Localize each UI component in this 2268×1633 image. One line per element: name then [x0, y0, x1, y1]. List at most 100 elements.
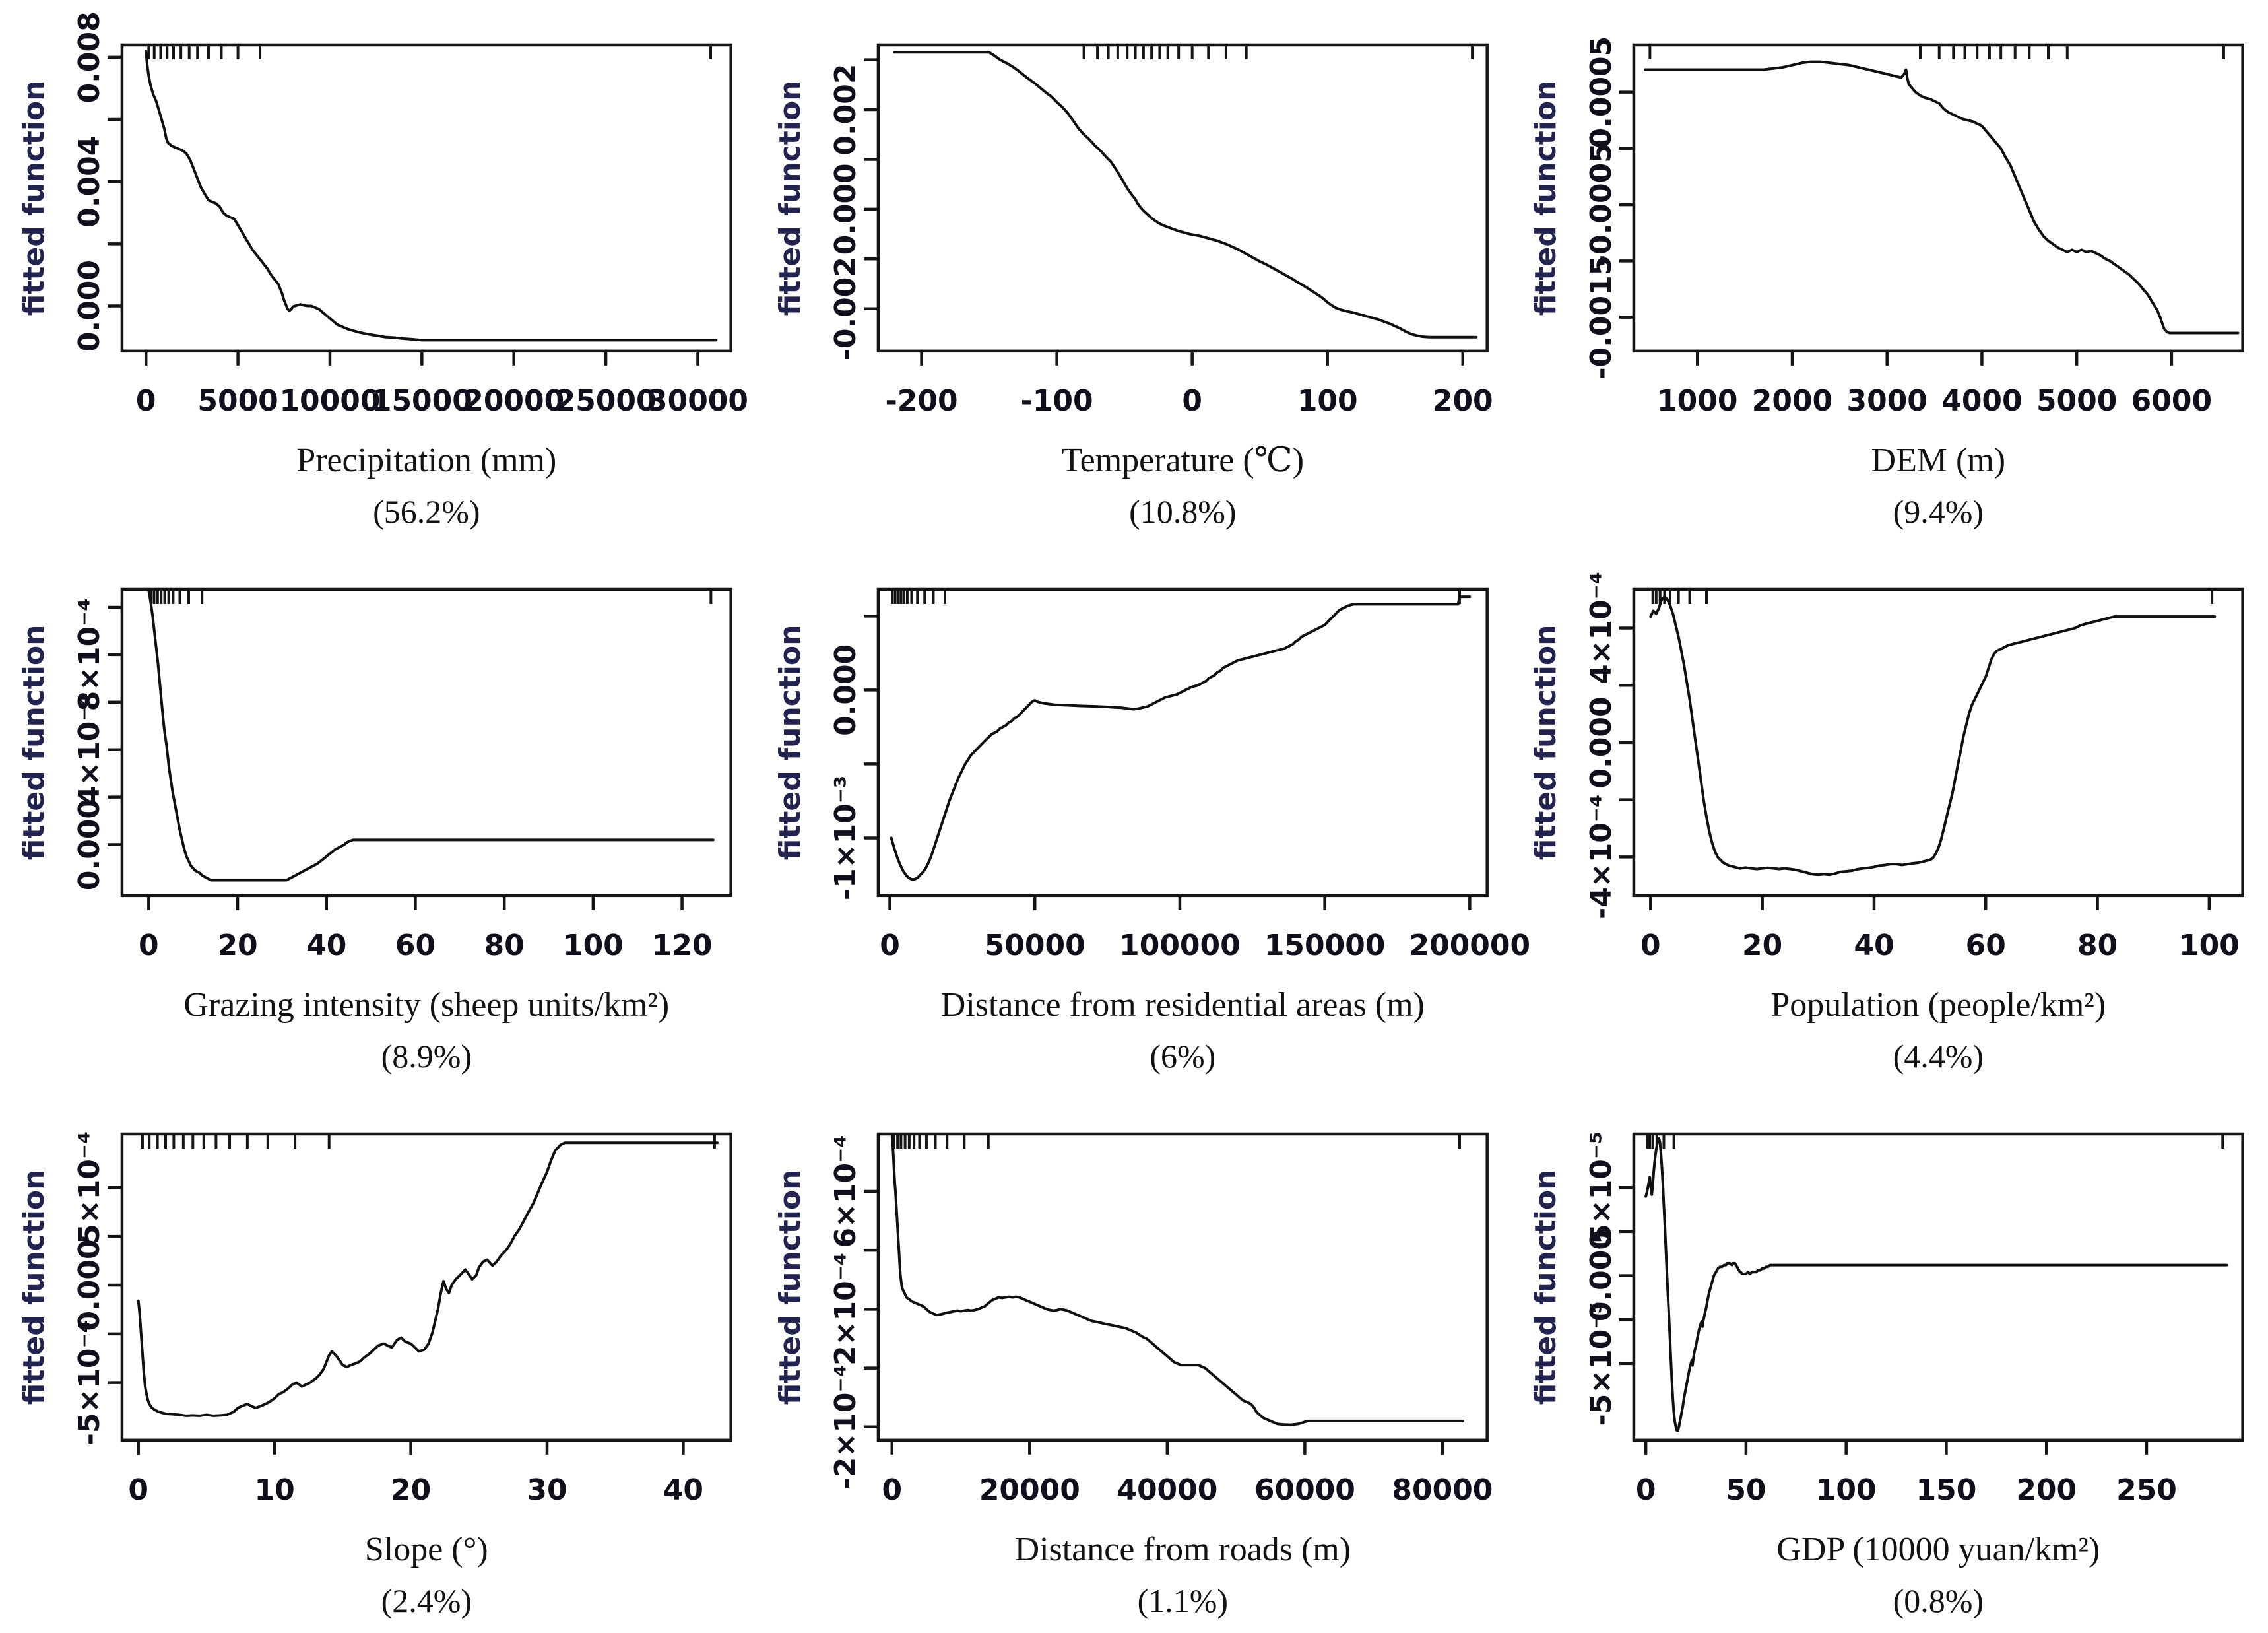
plot-box: [876, 587, 1489, 897]
contribution-label: (4.4%): [1893, 1038, 1984, 1075]
x-tick-label: 0: [1636, 1473, 1656, 1506]
x-tick-label: 0: [136, 384, 156, 418]
x-tick-label: 200000: [1409, 929, 1530, 962]
x-tick-label: 250: [2116, 1473, 2177, 1506]
x-tick-label: 5000: [2036, 384, 2117, 418]
chart-dem-svg: 1000 2000 3000 4000 5000 6000 0.0005-0.0005-0.…: [1529, 36, 2245, 530]
x-tick-label: 40: [1854, 929, 1895, 962]
x-tick-label: 120: [652, 929, 713, 962]
y-tick-label: 0.000: [73, 260, 106, 352]
x-tick-label: 0: [1182, 384, 1202, 418]
x-axis-label: DEM (m): [1871, 442, 2006, 479]
contribution-label: (10.8%): [1129, 493, 1236, 530]
x-tick-label: 50: [1726, 1473, 1766, 1506]
x-tick-label: 20: [217, 929, 257, 962]
chart-grazing-intensity: 0 20 40 60 80 100 120 0.000 4×10⁻⁴ 8×10⁻⁴ fitted f…: [0, 545, 756, 1089]
chart-distance-residential-svg: 0 50000 100000 150000 200000 0.000 -1×10⁻³ fitt…: [773, 587, 1530, 1075]
fitted-curve: [147, 589, 715, 882]
chart-slope: 0 10 20 30 40 5×10⁻⁴ 0.000 -5×10⁻⁴ fitted functi…: [0, 1089, 756, 1633]
plot-box: [1633, 43, 2245, 353]
x-tick-label: 100000: [1119, 929, 1241, 962]
contribution-label: (1.1%): [1137, 1582, 1227, 1618]
x-tick-label: 15000: [372, 384, 472, 418]
fitted-curve: [1649, 595, 2217, 876]
x-tick-label: 20000: [463, 384, 564, 418]
y-tick-label: 0.000: [1584, 696, 1618, 788]
chart-temperature: -200 -100 0 100 200 -0.002 0.000 0.002 fitted fu…: [756, 0, 1512, 545]
y-axis-label: fitted function: [17, 81, 51, 316]
fitted-curve: [145, 50, 718, 342]
x-tick-label: 30: [527, 1473, 567, 1506]
x-tick-label: 40000: [1117, 1473, 1217, 1506]
x-tick-label: 1000: [1657, 384, 1737, 418]
x-tick-label: 0: [139, 929, 159, 962]
x-tick-label: 200: [1433, 384, 1493, 418]
y-tick-label: 0.004: [73, 136, 106, 228]
x-tick-label: 0: [880, 929, 900, 962]
y-axis-label: fitted function: [773, 81, 807, 316]
x-tick-label: 50000: [984, 929, 1085, 962]
plot-box: [876, 43, 1489, 353]
y-tick-label: -0.0015: [1584, 255, 1618, 380]
x-axis-label: Distance from roads (m): [1014, 1530, 1350, 1568]
x-tick-label: -100: [1020, 384, 1093, 418]
y-axis-label: fitted function: [773, 1169, 807, 1405]
contribution-label: (9.4%): [1893, 493, 1984, 530]
contribution-label: (8.9%): [381, 1038, 472, 1075]
chart-distance-roads-svg: 0 20000 40000 60000 80000 6×10⁻⁴ 2×10⁻⁴-2×10⁻⁴…: [773, 1132, 1493, 1618]
y-tick-label: 8×10⁻⁴: [73, 598, 106, 711]
x-tick-label: 80: [484, 929, 525, 962]
chart-gdp: 0 50 100 150 200 250 5×10⁻⁵ 0.000 -5×10⁻⁵ fitted …: [1512, 1089, 2268, 1633]
fitted-curve: [890, 1133, 1464, 1426]
x-tick-label: 40: [306, 929, 346, 962]
x-tick-label: 4000: [1942, 384, 2023, 418]
plot-box: [120, 1132, 732, 1442]
y-tick-label: -0.002: [829, 257, 862, 360]
contribution-label: (56.2%): [373, 493, 480, 530]
y-axis-label: fitted function: [773, 624, 807, 860]
y-tick-label: -4×10⁻⁴: [1584, 794, 1618, 919]
fitted-curve: [1644, 60, 2240, 335]
x-tick-label: 20: [391, 1473, 431, 1506]
y-tick-label: -2×10⁻⁴: [829, 1364, 862, 1489]
x-axis-label: Distance from residential areas (m): [940, 986, 1424, 1024]
y-tick-label: 5×10⁻⁵: [1584, 1131, 1618, 1244]
contribution-label: (0.8%): [1893, 1582, 1984, 1618]
y-tick-label: -1×10⁻³: [829, 776, 862, 900]
x-tick-label: 40: [663, 1473, 703, 1506]
chart-distance-residential: 0 50000 100000 150000 200000 0.000 -1×10⁻³ fitt…: [756, 545, 1530, 1089]
y-tick-label: 0.008: [73, 11, 106, 103]
y-tick-label: 0.0005: [1584, 36, 1618, 149]
x-tick-label: 3000: [1847, 384, 1928, 418]
x-tick-label: 25000: [556, 384, 657, 418]
fitted-curve: [137, 1141, 719, 1417]
x-tick-label: 60: [1966, 929, 2006, 962]
x-tick-label: 10: [255, 1473, 295, 1506]
chart-population: 0 20 40 60 80 100 4×10⁻⁴ 0.000 -4×10⁻⁴ fitted fun…: [1512, 545, 2268, 1089]
y-axis-label: fitted function: [1529, 1169, 1563, 1405]
plot-box: [120, 587, 732, 897]
x-tick-label: 0: [1640, 929, 1661, 962]
x-tick-label: -200: [885, 384, 957, 418]
y-tick-label: 2×10⁻⁴: [829, 1252, 862, 1365]
x-axis-label: Population (people/km²): [1771, 986, 2106, 1024]
contribution-label: (2.4%): [381, 1582, 472, 1618]
x-tick-label: 100: [563, 929, 624, 962]
x-tick-label: 80000: [1392, 1473, 1493, 1506]
fitted-curve: [893, 51, 1477, 339]
chart-gdp-svg: 0 50 100 150 200 250 5×10⁻⁵0.000-5×10⁻⁵ fitted …: [1529, 1131, 2245, 1618]
y-tick-label: -5×10⁻⁴: [73, 1320, 106, 1445]
x-tick-label: 0: [882, 1473, 902, 1506]
x-axis-label: GDP (10000 yuan/km²): [1777, 1530, 2100, 1568]
chart-dem: 1000 2000 3000 4000 5000 6000 0.0005 -0.0005 -0.…: [1512, 0, 2268, 545]
y-tick-label: 5×10⁻⁴: [73, 1131, 106, 1244]
chart-distance-roads: 0 20000 40000 60000 80000 6×10⁻⁴ 2×10⁻⁴ -2×10⁻⁴…: [756, 1089, 1512, 1633]
x-axis-label: Temperature (℃): [1061, 442, 1304, 479]
x-tick-label: 60000: [1254, 1473, 1355, 1506]
x-tick-label: 5000: [197, 384, 278, 418]
y-axis-label: fitted function: [1529, 81, 1563, 316]
y-tick-label: -5×10⁻⁵: [1584, 1301, 1618, 1426]
